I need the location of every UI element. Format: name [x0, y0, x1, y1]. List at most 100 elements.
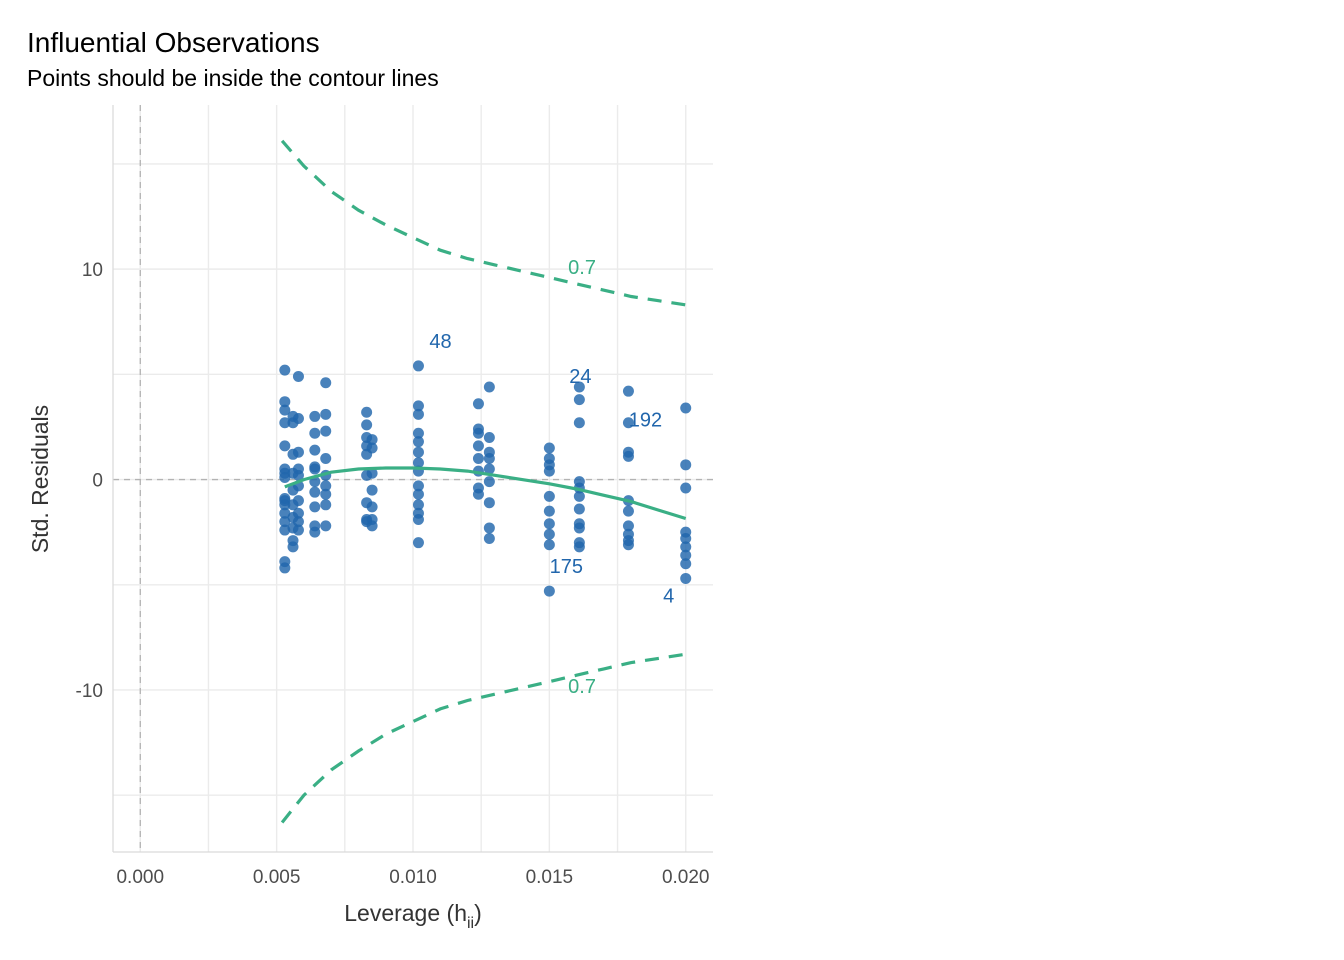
data-point [287, 541, 299, 553]
axis-frame [112, 105, 713, 853]
x-tick-label: 0.005 [253, 867, 301, 888]
data-point [573, 381, 585, 393]
data-point [543, 585, 555, 597]
x-axis-label-close: ) [474, 900, 482, 926]
data-point [279, 562, 291, 574]
data-point [412, 488, 424, 500]
data-point [483, 476, 495, 488]
data-point [543, 442, 555, 454]
data-point [309, 444, 321, 456]
data-point [279, 516, 291, 528]
point-label: 48 [429, 331, 451, 353]
data-point [680, 541, 692, 553]
x-axis-label-subscript: ii [467, 915, 474, 932]
contour-upper [280, 139, 686, 307]
data-point [320, 425, 332, 437]
data-point [366, 434, 378, 446]
data-point [483, 453, 495, 465]
data-point [622, 417, 634, 429]
data-point [622, 385, 634, 397]
data-point [412, 446, 424, 458]
point-label: 175 [550, 556, 583, 578]
y-axis-label: Std. Residuals [27, 405, 53, 553]
data-point [292, 516, 304, 528]
x-tick-label: 0.015 [526, 867, 574, 888]
data-point [279, 364, 291, 376]
data-point [412, 499, 424, 511]
data-point [309, 463, 321, 475]
data-point [292, 469, 304, 481]
data-point [366, 520, 378, 532]
data-point [309, 427, 321, 439]
data-point [573, 394, 585, 406]
data-point [292, 446, 304, 458]
data-point [543, 528, 555, 540]
point-labels: 48 24 192 175 4 [429, 331, 674, 608]
data-points [279, 360, 692, 597]
data-point [412, 436, 424, 448]
data-point [366, 501, 378, 513]
y-tick-label: 0 [92, 471, 103, 492]
data-point [279, 417, 291, 429]
point-label: 24 [569, 366, 591, 388]
data-point [361, 419, 373, 431]
data-point [573, 503, 585, 515]
data-point [543, 490, 555, 502]
data-point [680, 558, 692, 570]
data-point [472, 440, 484, 452]
data-point [412, 400, 424, 412]
smooth-line [284, 466, 687, 521]
data-point [320, 499, 332, 511]
data-point [279, 471, 291, 483]
data-point [622, 505, 634, 517]
data-point [483, 381, 495, 393]
data-point [573, 490, 585, 502]
reference-lines [113, 105, 713, 852]
data-point [680, 482, 692, 494]
data-point [573, 522, 585, 534]
data-point [361, 406, 373, 418]
data-point [622, 539, 634, 551]
data-point [279, 404, 291, 416]
y-tick-labels: -10 0 10 [76, 260, 103, 702]
data-point [680, 549, 692, 561]
data-point [680, 459, 692, 471]
data-point [412, 408, 424, 420]
chart-subtitle: Points should be inside the contour line… [27, 65, 439, 91]
data-point [412, 480, 424, 492]
data-point [412, 360, 424, 372]
data-point [472, 398, 484, 410]
data-point [292, 495, 304, 507]
data-point [320, 480, 332, 492]
x-tick-label: 0.000 [116, 867, 164, 888]
data-point [279, 499, 291, 511]
contour-lower [280, 652, 686, 824]
loess-smooth-line [284, 466, 687, 521]
data-point [680, 402, 692, 414]
data-point [573, 541, 585, 553]
data-point [309, 410, 321, 422]
data-point [292, 524, 304, 536]
data-point [366, 442, 378, 454]
data-point [320, 488, 332, 500]
data-point [483, 463, 495, 475]
data-point [472, 427, 484, 439]
data-point [292, 370, 304, 382]
data-point [279, 507, 291, 519]
data-point [622, 450, 634, 462]
data-point [412, 427, 424, 439]
data-point [543, 518, 555, 530]
data-point [366, 484, 378, 496]
data-point [680, 532, 692, 544]
data-point [543, 505, 555, 517]
data-point [483, 532, 495, 544]
data-point [320, 453, 332, 465]
data-point [472, 488, 484, 500]
data-point [279, 396, 291, 408]
grid-lines [113, 105, 713, 852]
contour-label: 0.7 [568, 676, 596, 698]
data-point [320, 408, 332, 420]
data-point [573, 417, 585, 429]
data-point [279, 440, 291, 452]
data-point [680, 572, 692, 584]
